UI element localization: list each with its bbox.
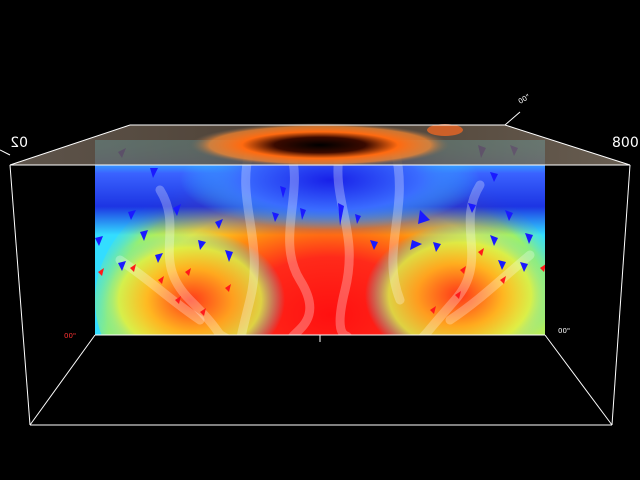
top-tick-label: 00" [517, 93, 532, 106]
right-corner-label: 800 [612, 135, 639, 151]
left-floor-tick-label: 00" [64, 332, 76, 340]
surface-plane [10, 123, 630, 167]
bounding-box [0, 111, 631, 426]
left-corner-label: 02 [10, 135, 28, 151]
upwelling-arrows [98, 248, 545, 316]
right-floor-tick-label: 00" [558, 327, 570, 335]
temperature-slice [95, 140, 545, 335]
